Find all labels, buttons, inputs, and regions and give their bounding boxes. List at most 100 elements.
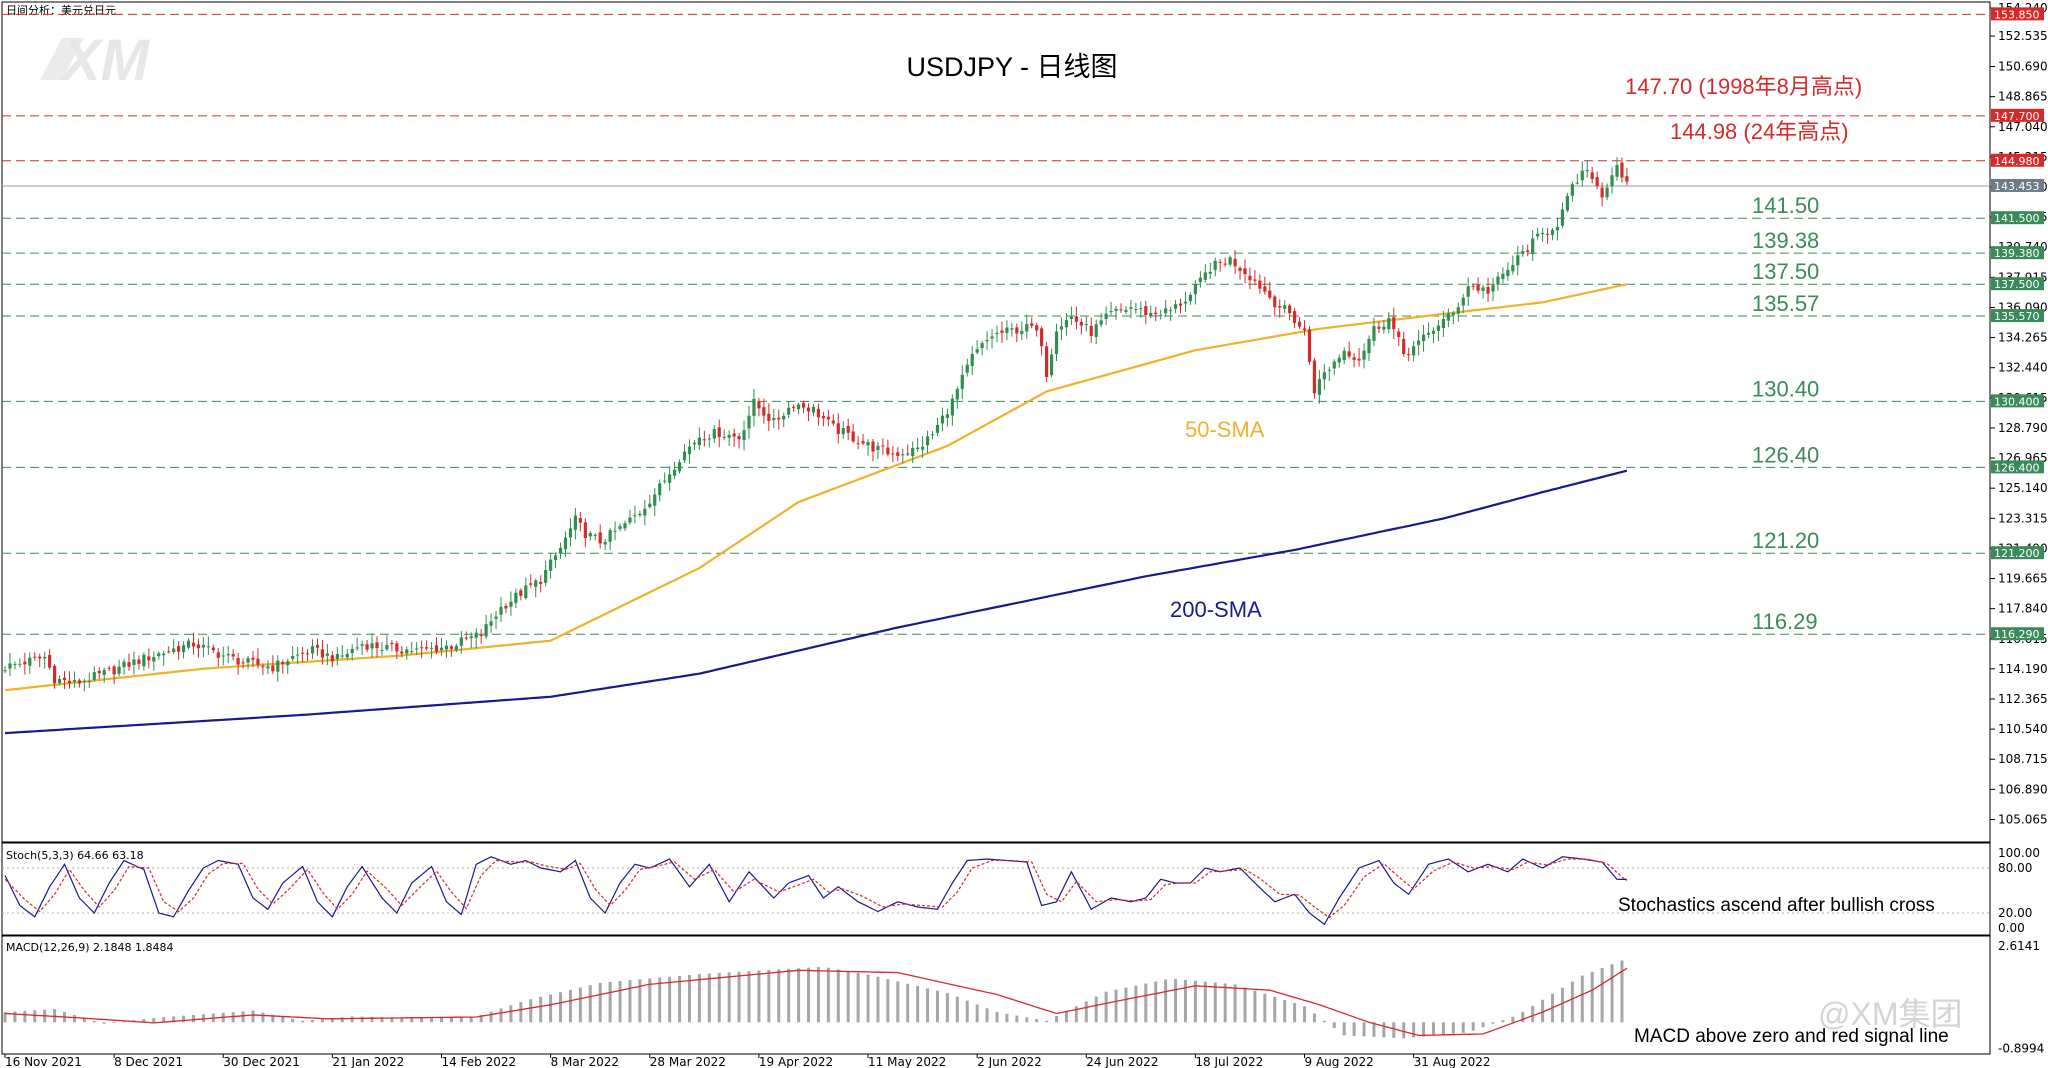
candle-body: [1059, 326, 1064, 330]
candle-body: [1560, 209, 1565, 226]
candle-body: [1486, 286, 1490, 294]
candle-body: [782, 415, 786, 420]
candle-body: [901, 454, 905, 456]
candle-body: [236, 658, 240, 665]
candle-body: [1000, 330, 1004, 333]
candle-body: [1585, 170, 1589, 172]
candle-body: [1169, 310, 1173, 312]
candle-body: [1526, 250, 1530, 252]
candle-body: [955, 388, 959, 400]
date-label: 11 May 2022: [868, 1055, 946, 1068]
date-label: 24 Jun 2022: [1086, 1055, 1158, 1068]
macd-bar: [935, 990, 939, 1023]
macd-bar: [816, 967, 820, 1023]
candle-body: [122, 661, 126, 668]
current-price-tag: [1991, 178, 2044, 192]
stoch-tick-label: 80.00: [1998, 861, 2032, 875]
macd-bar: [1541, 999, 1545, 1023]
stoch-main-line: [4, 856, 1627, 926]
date-label: 2 Jun 2022: [977, 1055, 1042, 1068]
macd-bar: [142, 1019, 146, 1023]
candle-body: [1203, 272, 1207, 280]
macd-bar: [1124, 987, 1128, 1023]
sma50-line: [4, 283, 1628, 692]
candle-body: [335, 653, 339, 659]
macd-bar: [559, 992, 563, 1023]
candle-body: [385, 644, 389, 650]
candle-body: [702, 439, 706, 441]
macd-bar: [1015, 1015, 1019, 1023]
candle-body: [186, 640, 191, 648]
macd-bar: [380, 1017, 384, 1023]
candle-body: [196, 644, 201, 649]
candle-body: [1069, 316, 1073, 319]
price-tick-label: 147.040: [1998, 120, 2048, 134]
macd-bar: [1342, 1022, 1346, 1036]
candle-body: [251, 657, 255, 660]
candle-body: [975, 349, 979, 353]
macd-bar: [906, 983, 910, 1023]
horizontal-levels: 153.85 (1987年7月高点)147.70 (1998年8月高点)144.…: [2, 13, 1990, 635]
candle-body: [1362, 350, 1366, 360]
candle-body: [1089, 325, 1093, 336]
candle-body: [1417, 340, 1421, 345]
candle-body: [737, 436, 741, 440]
candle-body: [628, 517, 632, 523]
macd-bar: [965, 1000, 969, 1023]
candle-body: [1178, 303, 1183, 306]
candle-body: [1045, 346, 1049, 378]
candle-body: [152, 657, 156, 662]
candle-body: [107, 667, 111, 669]
macd-bar: [102, 1022, 106, 1024]
price-tick-label: 125.140: [1998, 481, 2048, 495]
macd-bar: [1511, 1016, 1515, 1023]
moving-averages: [4, 283, 1628, 735]
candle-body: [1283, 305, 1287, 309]
candle-body: [648, 503, 652, 508]
macd-bar: [1332, 1022, 1336, 1029]
candle-body: [1268, 290, 1272, 298]
macd-bar: [152, 1017, 156, 1023]
candle-body: [886, 447, 890, 455]
candle-body: [568, 528, 573, 538]
candle-body: [1397, 331, 1401, 338]
macd-bar: [1025, 1017, 1029, 1023]
price-tick-label: 134.265: [1998, 331, 2048, 345]
stochastic-panel: [1, 842, 1991, 936]
candle-body: [1471, 285, 1475, 287]
macd-bar: [1322, 1020, 1326, 1023]
macd-bar: [13, 1011, 17, 1023]
macd-bar: [945, 993, 949, 1023]
macd-bar: [876, 976, 880, 1023]
candle-body: [1357, 358, 1361, 361]
date-label: 14 Feb 2022: [441, 1055, 516, 1068]
macd-bar: [1223, 983, 1227, 1023]
candle-body: [821, 416, 825, 419]
candle-body: [291, 656, 295, 659]
candle-body: [72, 680, 77, 682]
candle-body: [896, 452, 900, 456]
candle-body: [1407, 354, 1411, 356]
candle-body: [53, 665, 57, 684]
price-tag-label: 130.400: [1994, 395, 2040, 408]
macd-bar: [1183, 979, 1187, 1023]
candle-body: [1208, 271, 1212, 274]
candle-body: [1005, 327, 1009, 333]
macd-bar: [1005, 1013, 1009, 1023]
candle-body: [668, 474, 672, 483]
candle-body: [881, 445, 885, 447]
candle-body: [444, 645, 449, 650]
macd-signal-line: [4, 967, 1628, 1037]
candle-body: [811, 406, 816, 413]
macd-bar: [747, 971, 751, 1023]
macd-bar: [72, 1014, 76, 1023]
macd-bar: [1570, 981, 1574, 1023]
candle-body: [1466, 286, 1470, 297]
macd-bar: [23, 1010, 27, 1023]
candle-body: [985, 340, 989, 342]
candle-body: [1565, 195, 1569, 211]
macd-bar: [53, 1009, 57, 1023]
macd-bar: [340, 1017, 344, 1023]
candle-body: [1541, 232, 1545, 235]
candle-body: [221, 655, 225, 657]
